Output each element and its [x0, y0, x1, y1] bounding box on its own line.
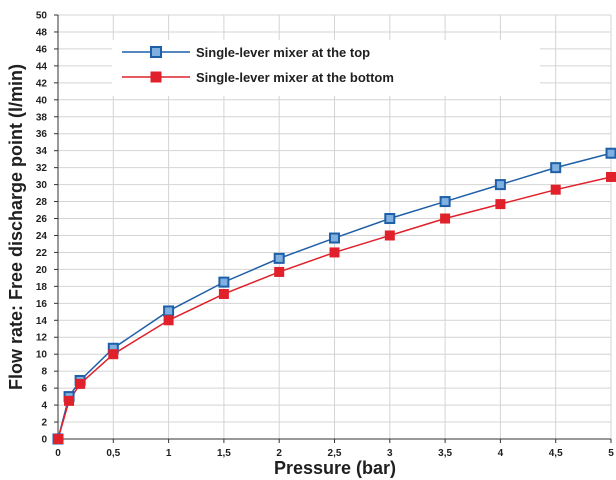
legend-background	[112, 40, 540, 96]
data-point-series-1	[64, 395, 75, 406]
y-tick-label: 14	[36, 316, 48, 327]
x-tick-label: 2,5	[328, 448, 342, 459]
data-point-series-1	[550, 184, 561, 195]
data-point-series-1	[163, 315, 174, 326]
y-tick-labels: 0246810121416182022242628303234363840424…	[36, 11, 48, 446]
y-tick-label: 0	[41, 435, 47, 446]
x-tick-label: 1	[166, 448, 172, 459]
y-tick-label: 50	[36, 11, 48, 22]
data-point-series-0	[605, 147, 616, 159]
x-tick-label: 3	[387, 448, 393, 459]
y-tick-label: 48	[36, 27, 48, 38]
y-tick-label: 34	[36, 146, 48, 157]
x-tick-label: 1,5	[217, 448, 231, 459]
data-point-series-1	[75, 378, 86, 389]
y-tick-label: 18	[36, 282, 48, 293]
data-point-series-1	[329, 247, 340, 258]
y-tick-label: 24	[36, 231, 48, 242]
series-points	[52, 147, 616, 445]
data-point-series-0	[329, 232, 340, 244]
y-tick-label: 28	[36, 197, 48, 208]
data-point-series-1	[606, 171, 616, 182]
legend-swatch-marker-bottom	[150, 71, 162, 83]
data-point-series-0	[163, 305, 175, 317]
legend-label-top: Single-lever mixer at the top	[196, 45, 370, 60]
y-tick-label: 16	[36, 299, 48, 310]
y-axis-label: Flow rate: Free discharge point (l/min)	[6, 64, 26, 390]
y-tick-label: 8	[41, 367, 47, 378]
data-point-series-0	[384, 213, 396, 225]
y-tick-label: 6	[41, 384, 47, 395]
y-tick-label: 38	[36, 112, 48, 123]
data-point-series-1	[274, 266, 285, 277]
legend-swatch-marker-top	[150, 46, 162, 58]
data-point-series-0	[218, 276, 230, 288]
data-point-series-0	[439, 196, 451, 208]
y-tick-label: 12	[36, 333, 48, 344]
x-tick-label: 4,5	[549, 448, 563, 459]
x-tick-label: 5	[608, 448, 614, 459]
data-point-series-0	[494, 179, 506, 191]
data-point-series-1	[53, 434, 63, 444]
x-tick-label: 3,5	[438, 448, 452, 459]
y-tick-label: 26	[36, 214, 48, 225]
data-point-series-1	[440, 213, 451, 224]
data-point-series-0	[273, 252, 285, 264]
data-point-series-1	[108, 349, 119, 360]
data-point-series-1	[218, 288, 229, 299]
y-tick-label: 22	[36, 248, 48, 259]
data-point-series-1	[495, 199, 506, 210]
x-tick-labels: 0 0,5 1 1,5 2 2,5 3 3,5 4 4,5 5	[55, 448, 614, 459]
data-point-series-0	[550, 162, 562, 174]
legend: Single-lever mixer at the top Single-lev…	[112, 40, 540, 96]
x-axis-label: Pressure (bar)	[274, 458, 396, 478]
y-tick-label: 42	[36, 78, 48, 89]
x-tick-label: 4	[498, 448, 504, 459]
y-tick-label: 36	[36, 129, 48, 140]
data-point-series-1	[384, 230, 395, 241]
y-tick-label: 10	[36, 350, 48, 361]
y-tick-label: 20	[36, 265, 48, 276]
y-tick-label: 44	[36, 61, 48, 72]
legend-label-bottom: Single-lever mixer at the bottom	[196, 70, 394, 85]
y-tick-label: 30	[36, 180, 48, 191]
y-tick-label: 2	[41, 418, 47, 429]
y-tick-label: 32	[36, 163, 48, 174]
x-tick-label: 0	[55, 448, 61, 459]
x-tick-label: 2	[276, 448, 282, 459]
y-tick-label: 40	[36, 95, 48, 106]
y-tick-label: 46	[36, 44, 48, 55]
y-tick-label: 4	[41, 401, 47, 412]
x-tick-label: 0,5	[106, 448, 120, 459]
